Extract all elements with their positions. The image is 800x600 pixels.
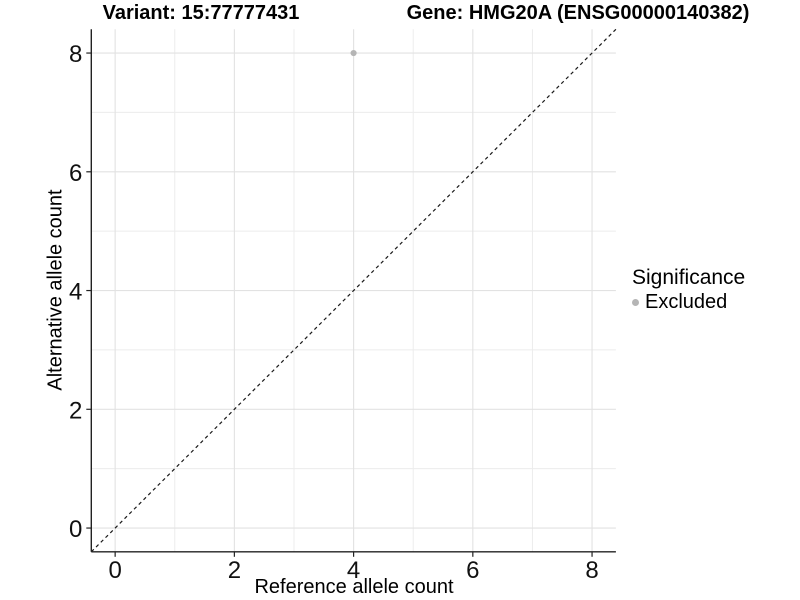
y-axis-title: Alternative allele count xyxy=(44,189,67,391)
variant-title: Variant: 15:77777431 xyxy=(102,2,300,24)
legend-title: Significance xyxy=(632,266,746,289)
y-tick-label: 4 xyxy=(69,279,82,306)
legend: Significance Excluded xyxy=(632,266,745,313)
legend-item-label: Excluded xyxy=(645,291,728,313)
x-tick-label: 0 xyxy=(108,557,121,584)
x-tick-label: 8 xyxy=(585,557,598,584)
data-point xyxy=(350,49,357,57)
x-tick-label: 6 xyxy=(466,557,479,584)
legend-point-icon xyxy=(632,298,639,306)
y-tick-label: 2 xyxy=(69,397,82,424)
y-tick-label: 6 xyxy=(69,160,82,187)
x-axis-title: Reference allele count xyxy=(254,576,454,598)
x-tick-label: 4 xyxy=(347,557,360,584)
legend-item-excluded: Excluded xyxy=(632,291,745,313)
gene-title: Gene: HMG20A (ENSG00000140382) xyxy=(406,2,750,24)
x-tick-label: 2 xyxy=(228,557,241,584)
y-tick-label: 8 xyxy=(69,41,82,68)
y-tick-label: 0 xyxy=(69,516,82,543)
identity-line xyxy=(90,28,617,553)
